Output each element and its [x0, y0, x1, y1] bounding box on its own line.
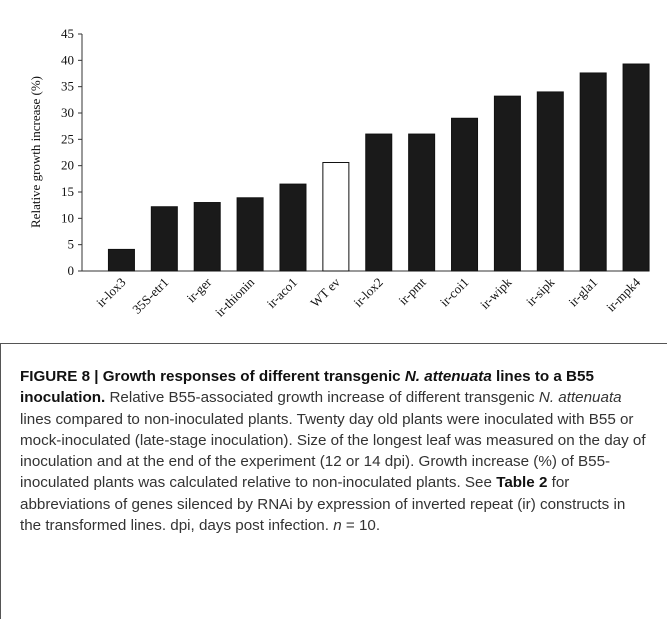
y-tick-label: 30	[61, 105, 74, 120]
x-tick-label: ir-thionin	[212, 274, 257, 319]
x-tick-label: ir-gla1	[565, 275, 600, 310]
x-tick-label: ir-aco1	[264, 275, 300, 311]
y-tick-label: 45	[61, 26, 74, 41]
x-tick-label: ir-lox3	[93, 275, 128, 310]
bar	[236, 197, 264, 272]
bar	[622, 63, 650, 272]
y-tick-label: 0	[68, 263, 75, 278]
bar	[451, 117, 479, 272]
caption-text: = 10.	[341, 517, 381, 535]
chart: Relative growth increase (%) 0 5 10 15 20 25 3…	[28, 26, 650, 320]
caption-text: for abbreviations of genes silenced by R…	[20, 474, 626, 535]
caption-text: lines to a B55 inoculation.	[20, 368, 594, 407]
y-tick-label: 40	[61, 52, 74, 67]
x-tick-label: WT ev	[307, 274, 343, 310]
bar	[493, 95, 521, 272]
bar	[408, 133, 436, 272]
x-tick-label: 35S-etr1	[129, 275, 171, 317]
y-tick-label: 20	[61, 158, 74, 173]
bar	[150, 206, 178, 272]
x-tick-label: ir-ger	[183, 274, 214, 305]
y-tick-label: 15	[61, 184, 74, 199]
bar	[107, 248, 135, 272]
bar	[193, 202, 221, 272]
x-tick-label: ir-sipk	[523, 274, 558, 309]
bar	[279, 183, 307, 272]
y-tick-label: 10	[61, 210, 74, 225]
caption-text: lines compared to non-inoculated plants.…	[20, 410, 646, 492]
y-tick-label: 5	[68, 237, 75, 252]
y-tick-label: 25	[61, 131, 74, 146]
bar	[322, 162, 350, 272]
y-tick-label: 35	[61, 79, 74, 94]
figure-caption: FIGURE 8 | Growth responses of different…	[0, 343, 667, 619]
caption-text: n	[333, 517, 342, 535]
bar	[579, 72, 607, 272]
y-axis-label: Relative growth increase (%)	[28, 76, 43, 228]
x-tick-label: ir-wipk	[477, 274, 515, 312]
x-tick-label: ir-mpk4	[603, 274, 643, 314]
x-tick-label: ir-lox2	[350, 275, 385, 310]
caption-text: N. attenuata	[538, 389, 622, 407]
caption-text: FIGURE 8 | Growth responses of different…	[20, 368, 405, 385]
caption-text: N. attenuata	[404, 368, 492, 385]
caption-text: Relative B55-associated growth increase …	[105, 389, 539, 407]
caption-text: Table 2	[496, 474, 548, 492]
bar	[536, 91, 564, 272]
bar	[365, 133, 393, 272]
x-tick-label: ir-pmt	[395, 274, 429, 308]
x-tick-label: ir-coi1	[437, 275, 472, 310]
